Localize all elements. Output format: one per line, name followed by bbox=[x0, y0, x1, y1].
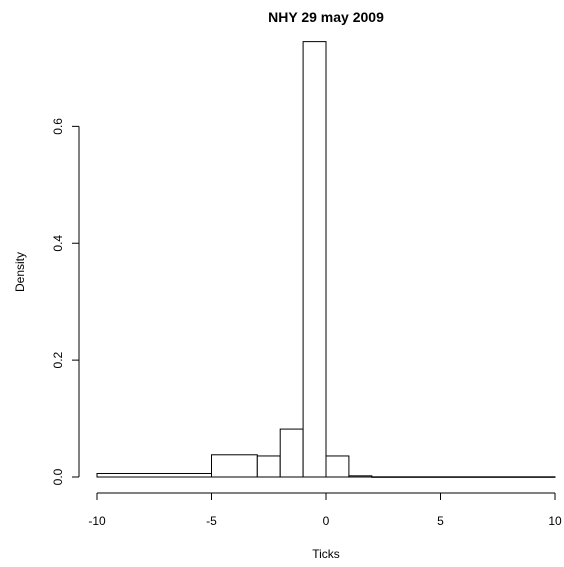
histogram-bar bbox=[325, 455, 350, 478]
histogram-bar bbox=[371, 476, 556, 478]
y-axis: 0.0 0.2 0.4 0.6 bbox=[51, 118, 80, 485]
y-tick-label: 0.6 bbox=[51, 118, 65, 135]
x-tick-label: 5 bbox=[437, 514, 444, 528]
x-tick-label: -10 bbox=[88, 514, 106, 528]
histogram-bar bbox=[302, 41, 327, 478]
histogram-bar bbox=[96, 472, 212, 478]
chart-title: NHY 29 may 2009 bbox=[268, 9, 384, 25]
x-tick-label: 0 bbox=[323, 514, 330, 528]
x-axis: -10 -5 0 5 10 bbox=[88, 492, 562, 528]
x-tick-label: -5 bbox=[206, 514, 217, 528]
histogram-bar bbox=[279, 428, 304, 478]
y-tick-label: 0.0 bbox=[51, 468, 65, 485]
histogram-bar bbox=[211, 454, 258, 478]
histogram-bar bbox=[256, 455, 281, 478]
x-axis-label: Ticks bbox=[312, 547, 340, 561]
y-tick-label: 0.2 bbox=[51, 351, 65, 368]
histogram-bar bbox=[348, 475, 373, 478]
y-axis-label: Density bbox=[13, 252, 27, 292]
x-tick-label: 10 bbox=[548, 514, 562, 528]
y-tick-label: 0.4 bbox=[51, 235, 65, 252]
bars-group bbox=[96, 41, 556, 478]
